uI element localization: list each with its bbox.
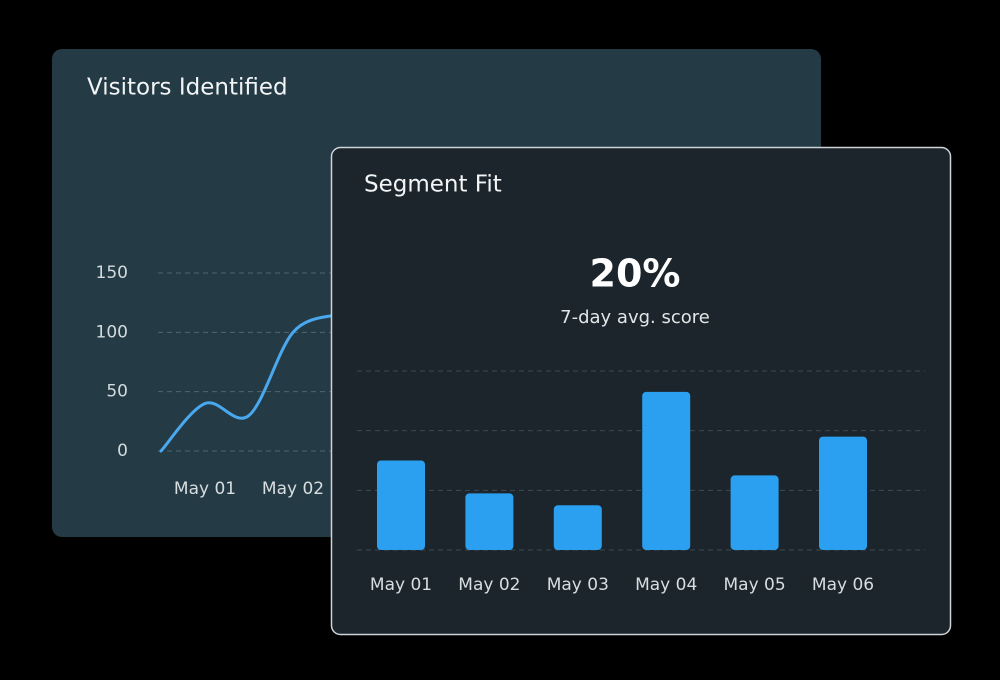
x-tick-label: May 01 xyxy=(174,479,236,499)
y-tick-label: 150 xyxy=(96,263,128,283)
x-tick-label: May 06 xyxy=(812,575,874,595)
x-tick-label: May 05 xyxy=(724,575,786,595)
kpi-label: 7-day avg. score xyxy=(560,307,710,328)
bar xyxy=(377,460,425,550)
x-tick-label: May 04 xyxy=(635,575,697,595)
bar xyxy=(730,475,779,550)
bar xyxy=(819,436,867,550)
x-tick-label: May 02 xyxy=(262,479,324,499)
y-tick-label: 0 xyxy=(117,441,128,461)
card-title: Segment Fit xyxy=(364,172,502,198)
x-tick-label: May 02 xyxy=(458,575,520,595)
card-background xyxy=(330,146,952,636)
bar xyxy=(553,505,602,550)
y-tick-label: 100 xyxy=(96,322,128,342)
x-tick-label: May 01 xyxy=(370,575,432,595)
card-title: Visitors Identified xyxy=(87,75,288,101)
segment-card: Segment Fit 20% 7-day avg. score May 01 M… xyxy=(330,146,952,636)
bar xyxy=(642,391,691,550)
data-line xyxy=(159,313,339,453)
kpi-value: 20% xyxy=(590,252,681,296)
bar xyxy=(465,493,514,550)
y-tick-label: 50 xyxy=(106,382,128,402)
x-tick-label: May 03 xyxy=(547,575,609,595)
